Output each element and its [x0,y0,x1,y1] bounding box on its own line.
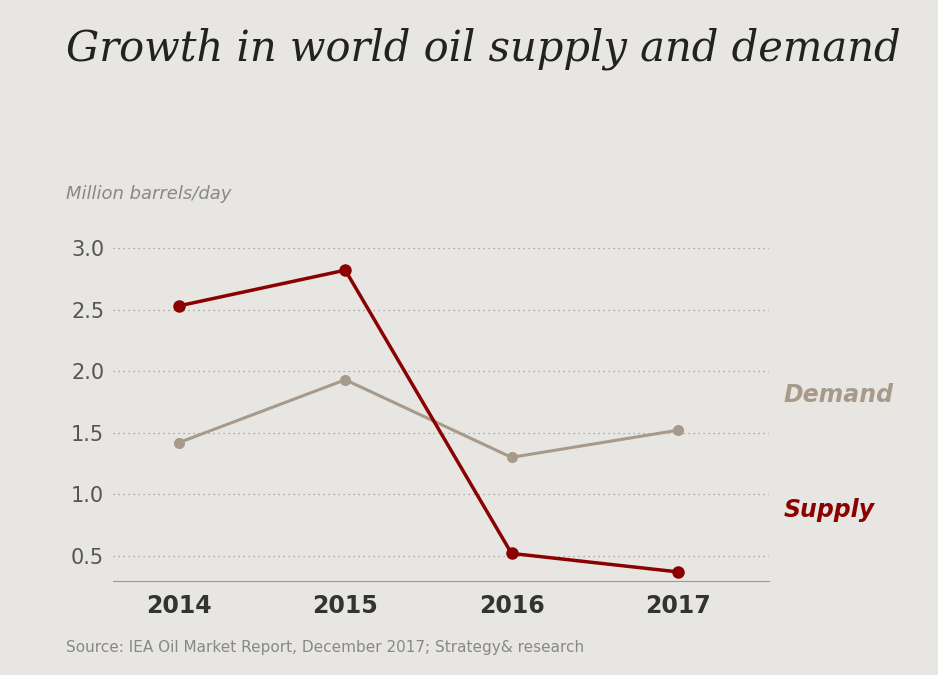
Text: Source: IEA Oil Market Report, December 2017; Strategy& research: Source: IEA Oil Market Report, December … [66,640,583,655]
Text: Growth in world oil supply and demand: Growth in world oil supply and demand [66,27,900,70]
Text: Demand: Demand [783,383,893,407]
Text: Supply: Supply [783,497,874,522]
Text: Million barrels/day: Million barrels/day [66,184,231,202]
